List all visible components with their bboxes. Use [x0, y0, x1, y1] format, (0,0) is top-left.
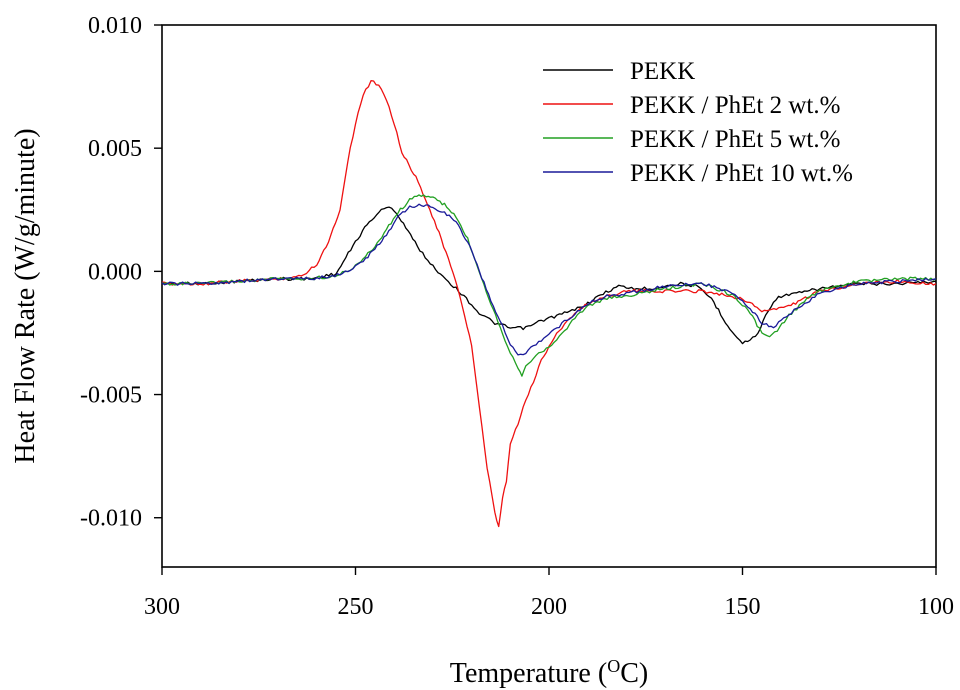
x-tick-label-3: 150 — [725, 594, 761, 620]
axis-ticks: 300 250 200 150 100 0.010 0.005 0.000 -0.005 -0.0… — [80, 13, 954, 620]
legend-item-3: PEKK / PhEt 10 wt.% — [543, 160, 853, 187]
legend-label-1: PEKK / PhEt 2 wt.% — [630, 92, 840, 119]
series-line-0 — [161, 206, 937, 345]
legend-label-0: PEKK — [630, 58, 695, 85]
legend-item-1: PEKK / PhEt 2 wt.% — [543, 92, 840, 119]
x-tick-label-4: 100 — [918, 594, 954, 620]
legend-label-2: PEKK / PhEt 5 wt.% — [630, 126, 840, 153]
x-tick-label-0: 300 — [144, 594, 180, 620]
legend: PEKK PEKK / PhEt 2 wt.% PEKK / PhEt 5 wt.%… — [543, 58, 853, 187]
y-axis-title: Heat Flow Rate (W/g/minute) — [10, 128, 41, 463]
series-line-2 — [161, 194, 937, 377]
y-tick-label-4: -0.010 — [80, 506, 142, 532]
series-lines — [161, 80, 937, 528]
series-line-1 — [161, 80, 937, 528]
y-tick-label-3: -0.005 — [80, 383, 142, 409]
x-tick-label-1: 250 — [338, 594, 374, 620]
legend-item-0: PEKK — [543, 58, 695, 85]
y-tick-label-2: 0.000 — [88, 259, 142, 285]
x-axis-title: Temperature (OC) — [450, 656, 648, 689]
y-tick-label-0: 0.010 — [88, 13, 142, 39]
series-line-3 — [161, 203, 937, 356]
x-tick-label-2: 200 — [531, 594, 567, 620]
legend-item-2: PEKK / PhEt 5 wt.% — [543, 126, 840, 153]
legend-label-3: PEKK / PhEt 10 wt.% — [630, 160, 853, 187]
y-tick-label-1: 0.005 — [88, 136, 142, 162]
